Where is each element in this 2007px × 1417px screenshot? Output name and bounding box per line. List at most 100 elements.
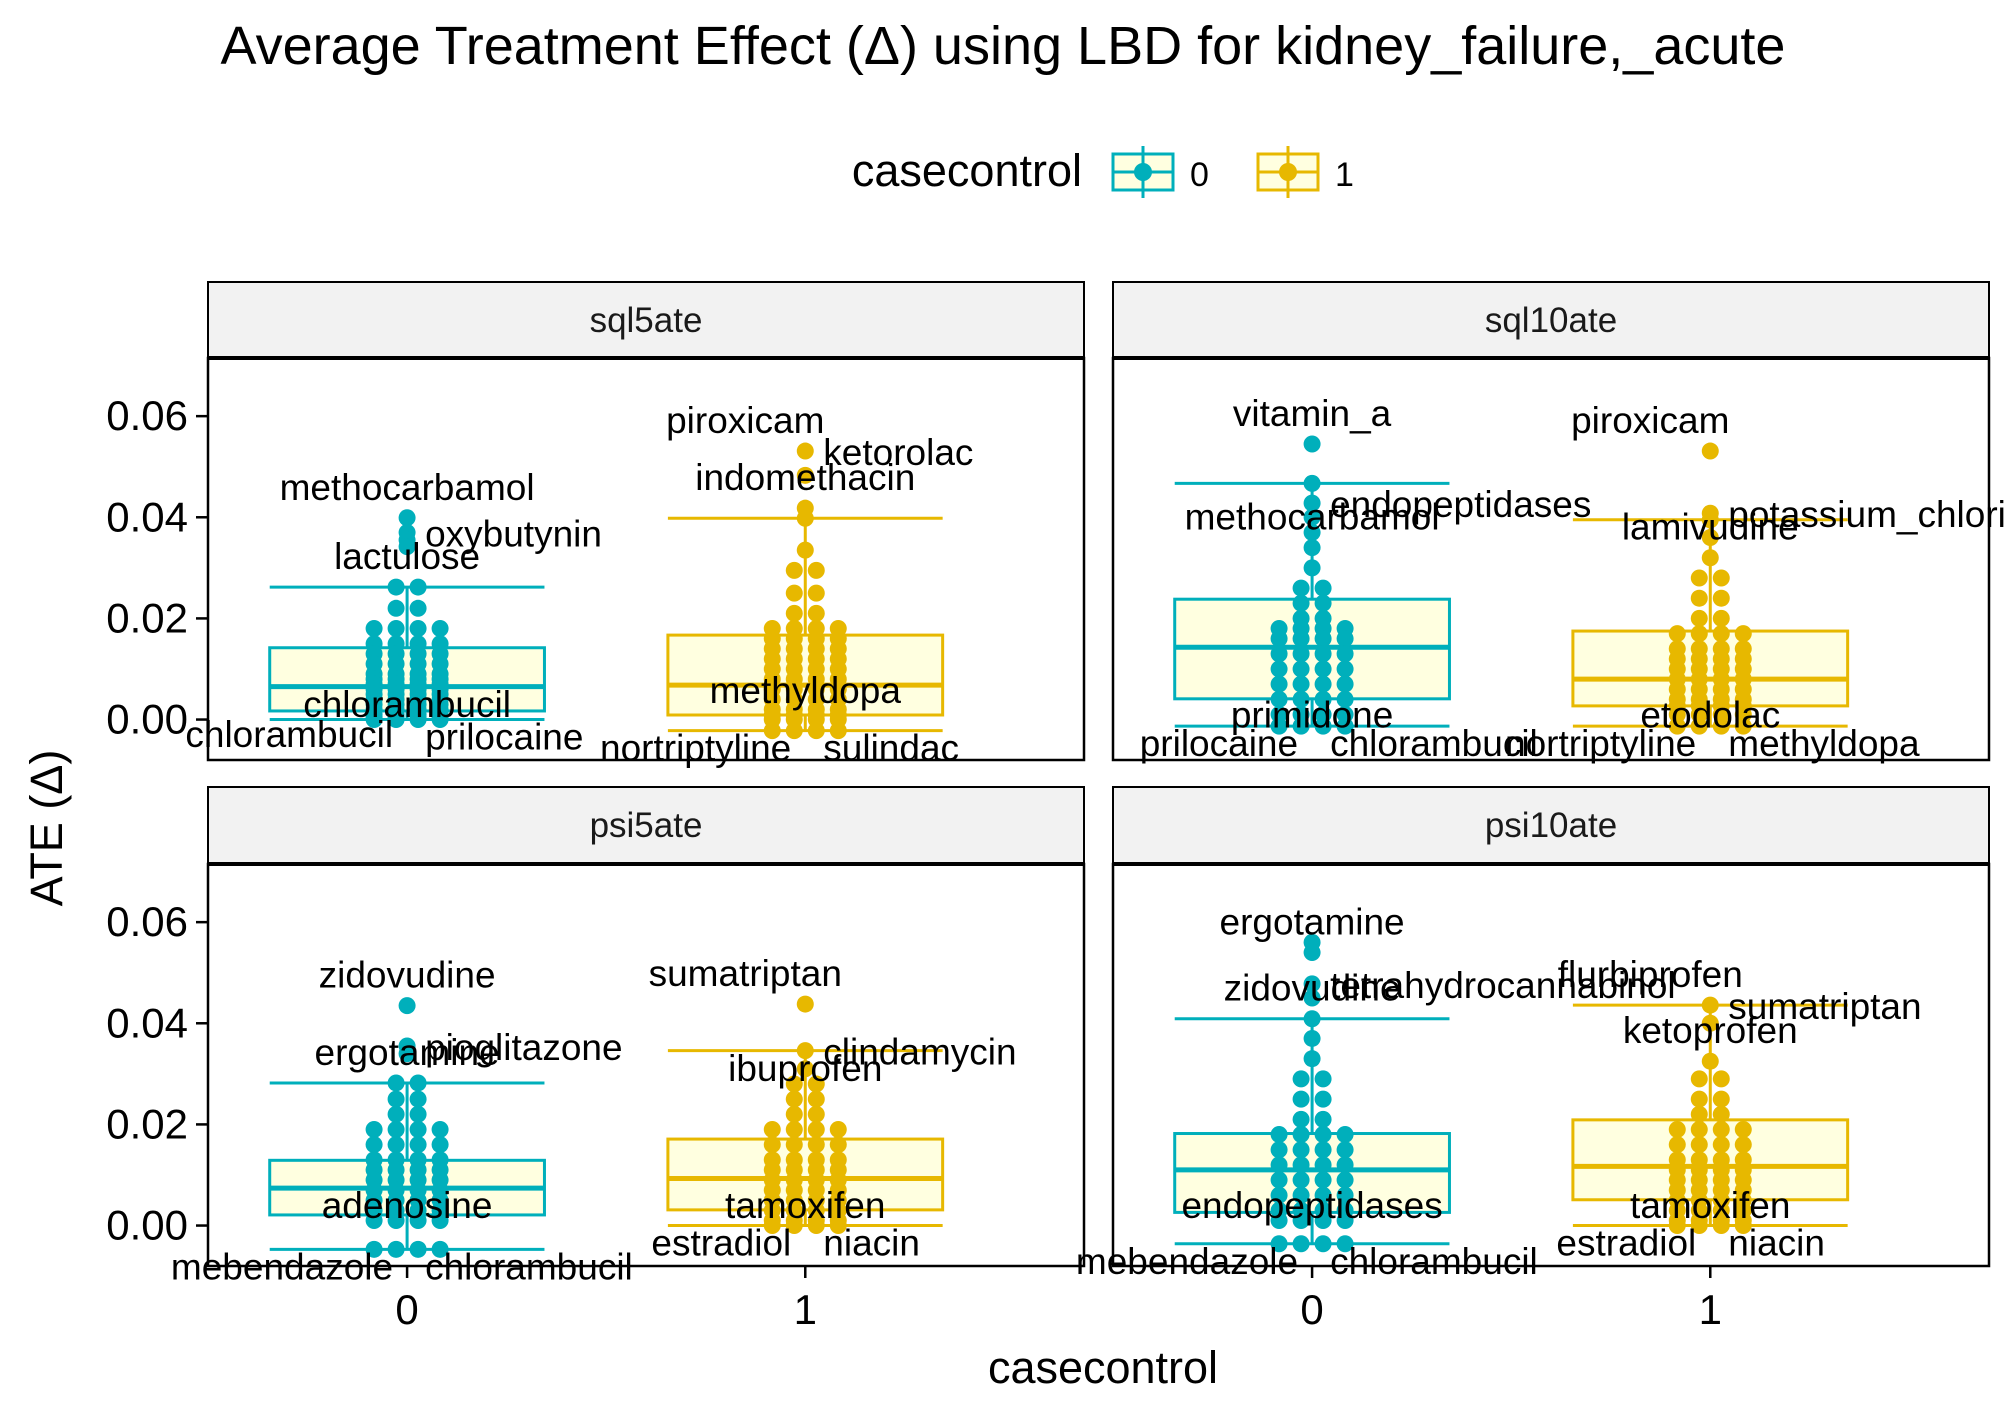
data-point [807,1217,825,1235]
data-point [1712,1090,1730,1108]
data-point [829,1217,847,1235]
point-label: zidovudine [319,955,496,996]
panel-sql10ate: sql10ate vitamin_a endopeptidasesmethocarb… [1111,281,2007,764]
point-label: flurbiprofen [1558,954,1743,995]
data-point [1690,1136,1708,1154]
data-point [1336,1126,1354,1144]
data-point [1270,1211,1288,1229]
data-point [1690,625,1708,643]
data-point [1701,511,1719,529]
panel-strip [1112,281,1990,359]
data-point [785,1075,803,1093]
legend-label: 0 [1190,156,1209,194]
data-point [1314,660,1332,678]
data-point [1292,1186,1310,1204]
data-point [1668,705,1686,723]
data-point [1314,579,1332,597]
data-point [807,1120,825,1138]
data-point [409,1105,427,1123]
point-label: ergotamine [1220,901,1405,942]
data-point [1303,523,1321,541]
data-point [1292,675,1310,693]
data-point [1734,1136,1752,1154]
data-point [1690,717,1708,735]
y-axis-title: ATE (Δ) [21,750,72,907]
data-point [1292,660,1310,678]
data-point [409,1120,427,1138]
legend-title: casecontrol [852,145,1082,196]
data-point [1292,1171,1310,1189]
data-point [1292,1235,1310,1253]
data-point [1668,1217,1686,1235]
point-label: estradiol [651,1223,791,1264]
data-point [807,1136,825,1154]
data-point [829,1136,847,1154]
data-point [796,1042,814,1060]
data-point [807,1090,825,1108]
data-point [1701,1014,1719,1032]
point-label: chlorambucil [1330,1241,1538,1282]
data-point [1314,594,1332,612]
point-label: adenosine [322,1185,493,1226]
data-point [1734,1217,1752,1235]
data-point [1292,1211,1310,1229]
data-point [1701,1052,1719,1070]
data-point [785,1105,803,1123]
point-label: lactulose [334,536,480,577]
data-point [1712,1136,1730,1154]
point-label: etodolac [1640,694,1780,735]
data-point [1336,630,1354,648]
data-point [365,1120,383,1138]
y-tick-label: 0.00 [106,1202,188,1249]
data-point [1701,442,1719,460]
data-point [1690,705,1708,723]
data-point [1270,1156,1288,1174]
point-label: nortriptyline [1505,723,1696,764]
data-point [785,722,803,740]
data-point [387,1074,405,1092]
data-point [1690,589,1708,607]
group-1: piroxicam potassium_chloridelamivudine eto… [1505,400,2007,764]
data-point [1270,675,1288,693]
data-point [807,722,825,740]
data-point [1292,1141,1310,1159]
point-label: niacin [1728,1223,1825,1264]
data-point [387,1136,405,1154]
data-point [796,541,814,559]
data-point [1270,630,1288,648]
data-point [796,442,814,460]
data-point [829,1120,847,1138]
data-point [1336,1211,1354,1229]
data-point [1303,508,1321,526]
data-point [1314,1110,1332,1128]
data-point [763,1120,781,1138]
point-label: lamivudine [1622,507,1799,548]
data-point [1270,660,1288,678]
data-point [1734,717,1752,735]
point-label: methyldopa [1728,723,1920,764]
data-point [1336,1186,1354,1204]
data-point [1314,675,1332,693]
data-point [1314,1211,1332,1229]
legend-point-swatch [1279,163,1297,181]
panel-sql5ate: sql5ate 0.00 0.02 0.04 0.06 methocarbamol oxyb… [106,281,1086,769]
data-point [1292,705,1310,723]
data-point [1314,1141,1332,1159]
data-point [387,1090,405,1108]
point-label: sumatriptan [649,953,842,994]
data-point [807,1105,825,1123]
panel-psi5ate: psi5ate 0.00 0.02 0.04 0.06 0 1 zidovudine piogl… [106,786,1086,1333]
data-point [1303,474,1321,492]
data-point [1336,690,1354,708]
data-point [409,1211,427,1229]
point-label: clindamycin [823,1032,1016,1073]
data-point [1270,717,1288,735]
data-point [1712,717,1730,735]
data-point [1690,569,1708,587]
point-label: nortriptyline [600,728,791,769]
data-point [763,722,781,740]
